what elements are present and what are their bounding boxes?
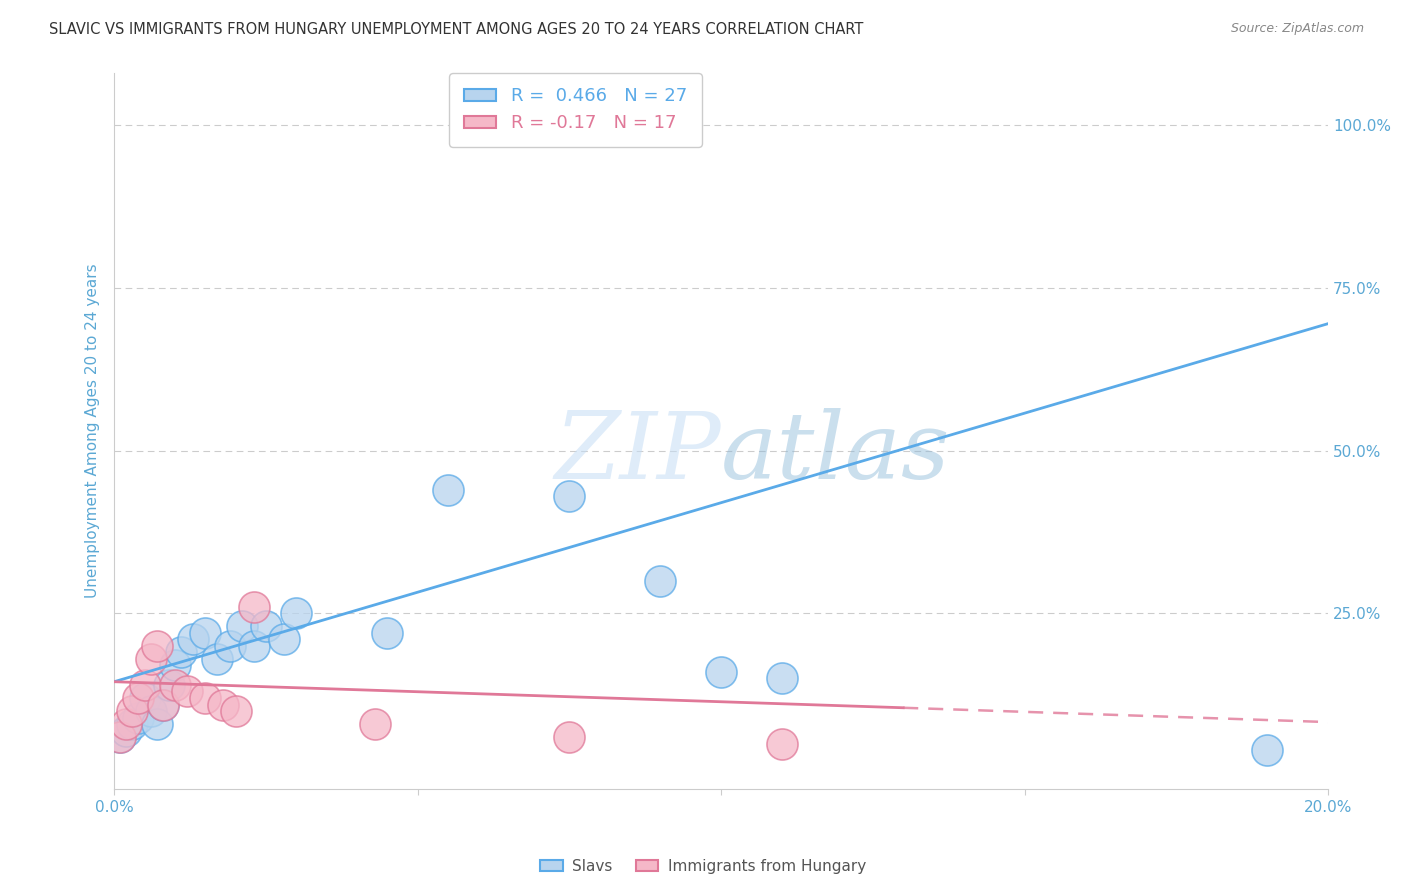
Point	[127, 710, 149, 724]
Point	[243, 599, 266, 614]
Point	[152, 698, 174, 712]
Point	[375, 626, 398, 640]
Point	[558, 730, 581, 744]
Point	[134, 678, 156, 692]
Text: ZIP: ZIP	[554, 408, 721, 498]
Point	[273, 632, 295, 647]
Point	[145, 639, 167, 653]
Point	[163, 658, 186, 673]
Point	[243, 639, 266, 653]
Point	[285, 607, 308, 621]
Text: atlas: atlas	[721, 408, 950, 498]
Point	[207, 652, 229, 666]
Point	[710, 665, 733, 679]
Y-axis label: Unemployment Among Ages 20 to 24 years: Unemployment Among Ages 20 to 24 years	[86, 264, 100, 599]
Point	[115, 717, 138, 731]
Text: Source: ZipAtlas.com: Source: ZipAtlas.com	[1230, 22, 1364, 36]
Point	[437, 483, 460, 497]
Point	[225, 704, 247, 718]
Legend: Slavs, Immigrants from Hungary: Slavs, Immigrants from Hungary	[534, 853, 872, 880]
Text: SLAVIC VS IMMIGRANTS FROM HUNGARY UNEMPLOYMENT AMONG AGES 20 TO 24 YEARS CORRELA: SLAVIC VS IMMIGRANTS FROM HUNGARY UNEMPL…	[49, 22, 863, 37]
Point	[145, 717, 167, 731]
Point	[1256, 743, 1278, 757]
Point	[139, 704, 162, 718]
Point	[194, 691, 217, 706]
Point	[170, 645, 193, 659]
Point	[176, 684, 198, 698]
Point	[218, 639, 240, 653]
Point	[110, 730, 132, 744]
Legend: R =  0.466   N = 27, R = -0.17   N = 17: R = 0.466 N = 27, R = -0.17 N = 17	[450, 73, 702, 147]
Point	[770, 672, 793, 686]
Point	[152, 698, 174, 712]
Point	[134, 691, 156, 706]
Point	[181, 632, 204, 647]
Point	[558, 489, 581, 503]
Point	[110, 730, 132, 744]
Point	[139, 652, 162, 666]
Point	[115, 723, 138, 738]
Point	[650, 574, 672, 588]
Point	[770, 737, 793, 751]
Point	[163, 678, 186, 692]
Point	[364, 717, 387, 731]
Point	[254, 619, 277, 633]
Point	[127, 691, 149, 706]
Point	[212, 698, 235, 712]
Point	[194, 626, 217, 640]
Point	[157, 678, 180, 692]
Point	[231, 619, 253, 633]
Point	[121, 717, 143, 731]
Point	[121, 704, 143, 718]
